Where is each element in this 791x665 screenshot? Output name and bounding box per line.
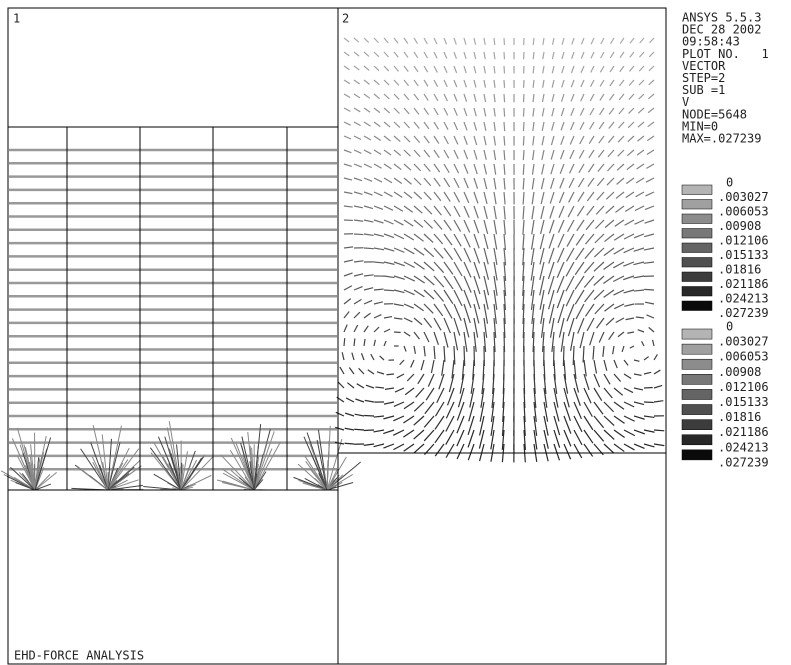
vector-arrow (504, 80, 505, 88)
legend-swatch (682, 287, 712, 297)
legend-swatch (682, 258, 712, 268)
legend-swatch (682, 405, 712, 415)
legend-label: .015133 (718, 395, 769, 409)
panel-label: 1 (13, 12, 20, 26)
vector-arrow (494, 38, 495, 45)
legend-label: .024213 (718, 440, 769, 454)
vector-arrow (533, 52, 534, 59)
ansys-window: 1 2 EHD-FORCE ANALYSIS ANSYS 5.5.3DEC 28… (0, 0, 791, 665)
legend-label: .003027 (718, 190, 769, 204)
legend-label: .01816 (718, 410, 761, 424)
vector-arrow (533, 38, 534, 45)
legend-label: .012106 (718, 234, 769, 248)
legend-swatch (682, 450, 712, 460)
legend-label: .006053 (718, 350, 769, 364)
vector-arrow (523, 164, 524, 175)
legend-swatch (682, 272, 712, 282)
legend-swatch (682, 374, 712, 384)
legend-label: 0 (726, 176, 733, 190)
legend-label: .006053 (718, 205, 769, 219)
vector-arrow (364, 430, 374, 431)
panel-label: 2 (342, 12, 349, 26)
legend-label: .01816 (718, 263, 761, 277)
vector-arrow (644, 402, 654, 403)
legend-swatch (682, 301, 712, 311)
legend-swatch (682, 359, 712, 369)
vector-arrow (345, 443, 354, 444)
legend-label: .021186 (718, 425, 769, 439)
vector-arrow (364, 248, 374, 249)
vector-arrow (504, 150, 505, 160)
legend-label: .00908 (718, 365, 761, 379)
legend-swatch (682, 214, 712, 224)
legend-swatch (682, 420, 712, 430)
vector-arrow (523, 150, 524, 160)
vector-arrow (523, 122, 524, 131)
vector-arrow (504, 122, 505, 131)
legend-label: .00908 (718, 219, 761, 233)
vector-arrow (523, 178, 524, 190)
vector-arrow (644, 289, 654, 290)
legend-label: .012106 (718, 380, 769, 394)
vector-arrow (644, 387, 653, 388)
legend-swatch (682, 329, 712, 339)
legend-label: .027239 (718, 306, 769, 320)
vector-arrow (504, 94, 505, 102)
vector-arrow (344, 338, 345, 346)
vector-arrow (354, 234, 363, 235)
legend-label: .021186 (718, 277, 769, 291)
vector-arrow (654, 430, 664, 431)
legend-swatch (682, 229, 712, 239)
legend-swatch (682, 185, 712, 195)
vector-arrow (504, 108, 505, 117)
legend-swatch (682, 435, 712, 445)
vector-arrow (354, 429, 364, 430)
vector-arrow (523, 108, 524, 117)
legend-label: 0 (726, 320, 733, 334)
vector-arrow (504, 136, 505, 146)
legend-label: .024213 (718, 292, 769, 306)
vector-arrow (384, 290, 394, 291)
legend-label: .003027 (718, 335, 769, 349)
legend-swatch (682, 344, 712, 354)
footer-title: EHD-FORCE ANALYSIS (14, 649, 144, 663)
vector-arrow (523, 136, 524, 146)
legend-label: .015133 (718, 248, 769, 262)
legend-swatch (682, 389, 712, 399)
vector-arrow (387, 374, 394, 375)
info-line: MAX=.027239 (682, 132, 761, 146)
legend-swatch (682, 243, 712, 253)
vector-arrow (533, 66, 534, 73)
legend-label: .027239 (718, 455, 769, 469)
legend-swatch (682, 200, 712, 210)
